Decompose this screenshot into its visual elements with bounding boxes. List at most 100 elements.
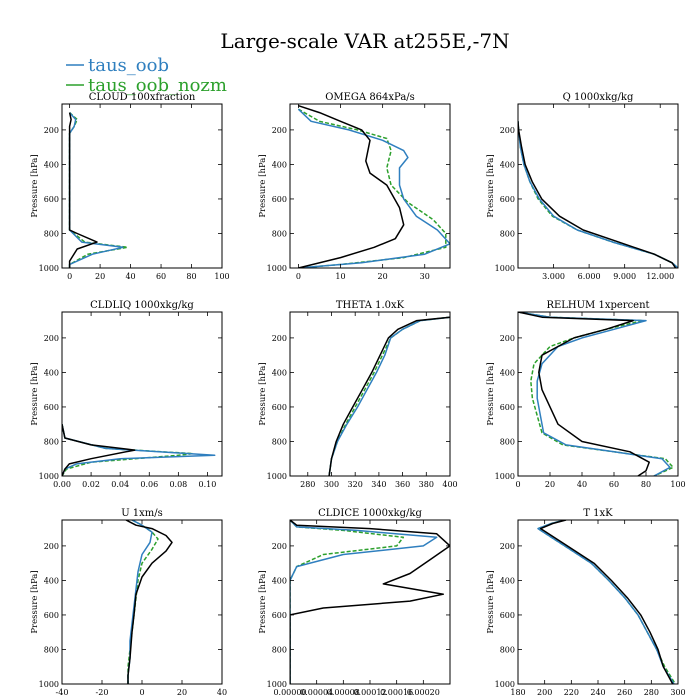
y-tick-label: 600 [272, 195, 287, 204]
y-tick-label: 200 [272, 334, 287, 343]
y-axis-label: Pressure [hPa] [30, 154, 40, 217]
x-tick-label: 6.000 [578, 272, 601, 281]
x-tick-label: 10 [335, 272, 345, 281]
x-tick-label: 280 [300, 480, 315, 489]
legend-label-taus-oob: taus_oob [88, 55, 169, 76]
legend: taus_oob taus_oob_nozm [66, 55, 227, 96]
y-tick-label: 600 [500, 611, 515, 620]
panel-title: CLDLIQ 1000xkg/kg [90, 300, 194, 311]
y-tick-label: 400 [500, 576, 515, 585]
x-tick-label: 400 [442, 480, 457, 489]
y-tick-label: 200 [500, 542, 515, 551]
x-tick-label: 0.00012 [353, 688, 386, 697]
series-line-1 [127, 520, 153, 684]
panel-title: RELHUM 1xpercent [546, 300, 649, 311]
y-tick-label: 200 [272, 542, 287, 551]
x-tick-label: 0 [67, 272, 72, 281]
y-axis-label: Pressure [hPa] [258, 362, 268, 425]
plot-frame [61, 519, 223, 685]
x-tick-label: 320 [348, 480, 363, 489]
x-tick-label: 100 [214, 272, 229, 281]
x-tick-label: 0.04 [111, 480, 129, 489]
plot-frame [289, 103, 451, 269]
y-tick-label: 1000 [267, 472, 287, 481]
x-tick-label: 0.00004 [300, 688, 333, 697]
plot-frame [517, 311, 679, 477]
series-line-3 [298, 104, 405, 268]
x-tick-label: 0.10 [199, 480, 217, 489]
x-tick-label: 200 [537, 688, 552, 697]
y-tick-label: 800 [500, 229, 515, 238]
x-tick-label: 0.00 [53, 480, 71, 489]
plot-frame [517, 519, 679, 685]
panel-7: U 1xm/s 200 400 600 800 1000-40 -20 0 20 40 Pressu… [30, 508, 227, 697]
y-tick-label: 800 [44, 437, 59, 446]
x-tick-label: 340 [371, 480, 386, 489]
panel-8: CLDICE 1000xkg/kg 200 400 600 800 10000.00000… [258, 508, 451, 697]
y-axis-label: Pressure [hPa] [258, 154, 268, 217]
y-tick-label: 400 [272, 368, 287, 377]
panel-5: THETA 1.0xK 200 400 600 800 1000 280 300 320 340 3… [258, 300, 458, 489]
y-tick-label: 200 [500, 126, 515, 135]
panel-title: U 1xm/s [121, 508, 163, 519]
series-line-2 [537, 520, 676, 684]
y-axis-label: Pressure [hPa] [30, 570, 40, 633]
plot-frame [517, 103, 679, 269]
x-tick-label: 0.00000 [273, 688, 306, 697]
series-line-3 [518, 121, 677, 268]
panel-title: T 1xK [583, 508, 613, 519]
x-tick-label: 9.000 [613, 272, 636, 281]
plot-frame [61, 311, 223, 477]
y-tick-label: 800 [272, 645, 287, 654]
x-tick-label: 300 [324, 480, 339, 489]
x-tick-label: 80 [641, 480, 651, 489]
y-tick-label: 200 [44, 542, 59, 551]
y-axis-label: Pressure [hPa] [486, 570, 496, 633]
x-tick-label: 20 [95, 272, 105, 281]
x-tick-label: 0.02 [82, 480, 100, 489]
y-tick-label: 800 [272, 229, 287, 238]
series-line-2 [518, 312, 674, 476]
x-tick-label: 20 [545, 480, 555, 489]
x-tick-label: 0.08 [169, 480, 187, 489]
x-tick-label: 80 [186, 272, 196, 281]
panel-1: CLOUD 100xfraction 200 400 600 800 1000 0 20 40 6… [30, 92, 230, 281]
y-axis-label: Pressure [hPa] [30, 362, 40, 425]
x-tick-label: 20 [378, 272, 388, 281]
series-line-1 [537, 520, 675, 684]
x-tick-label: 60 [156, 272, 166, 281]
y-tick-label: 600 [500, 403, 515, 412]
x-tick-label: 100 [670, 480, 685, 489]
y-tick-label: 400 [272, 160, 287, 169]
series-line-2 [127, 520, 159, 684]
y-tick-label: 1000 [495, 472, 515, 481]
y-tick-label: 600 [44, 403, 59, 412]
series-line-2 [298, 108, 447, 268]
x-tick-label: 360 [395, 480, 410, 489]
plot-frame [289, 311, 451, 477]
panel-title: THETA 1.0xK [336, 300, 405, 311]
series-line-1 [328, 316, 450, 476]
series-line-1 [297, 108, 450, 268]
x-tick-label: 0 [296, 272, 301, 281]
x-tick-label: 260 [617, 688, 632, 697]
x-tick-label: 0.00020 [407, 688, 440, 697]
x-tick-label: 0 [139, 688, 144, 697]
x-tick-label: 0.00008 [327, 688, 360, 697]
x-tick-label: 3.000 [542, 272, 565, 281]
series-line-2 [290, 520, 405, 684]
x-tick-label: 380 [419, 480, 434, 489]
series-line-3 [539, 520, 674, 684]
x-tick-label: 0.06 [140, 480, 158, 489]
y-axis-label: Pressure [hPa] [486, 154, 496, 217]
y-tick-label: 800 [272, 437, 287, 446]
series-line-2 [518, 121, 678, 268]
x-tick-label: 40 [125, 272, 135, 281]
x-tick-label: 20 [177, 688, 187, 697]
figure-title: Large-scale VAR at255E,-7N [220, 29, 509, 53]
x-tick-label: 40 [217, 688, 227, 697]
y-tick-label: 800 [500, 645, 515, 654]
